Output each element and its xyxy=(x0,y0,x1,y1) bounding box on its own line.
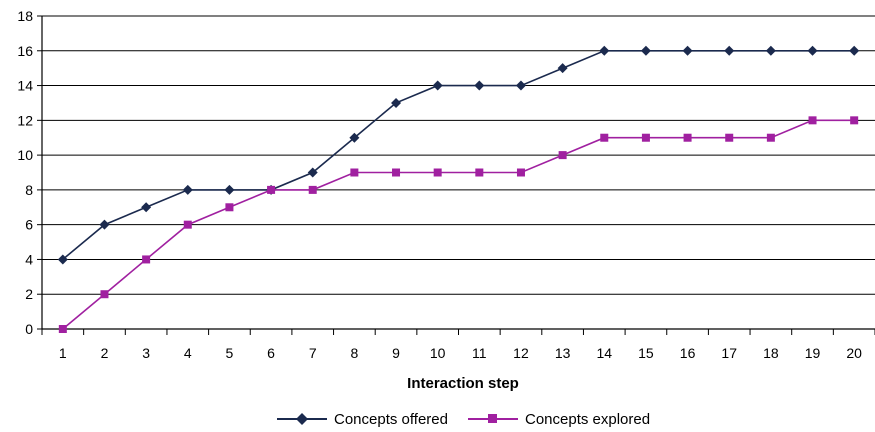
x-tick-label: 15 xyxy=(638,345,654,361)
point-concepts-explored xyxy=(308,185,317,194)
point-concepts-offered xyxy=(182,184,193,195)
x-tick-label: 12 xyxy=(513,345,529,361)
y-tick-label: 14 xyxy=(17,78,33,94)
axes xyxy=(41,16,875,335)
y-tick-label: 12 xyxy=(17,112,33,128)
x-tick-label: 16 xyxy=(680,345,696,361)
point-concepts-explored xyxy=(683,133,692,142)
x-tick-label: 1 xyxy=(59,345,67,361)
y-tick-label: 8 xyxy=(25,182,33,198)
point-concepts-explored xyxy=(267,185,276,194)
legend-label-concepts-explored: Concepts explored xyxy=(525,411,650,428)
point-concepts-explored xyxy=(766,133,775,142)
point-concepts-offered xyxy=(682,45,693,56)
point-concepts-explored xyxy=(475,168,484,177)
point-concepts-explored xyxy=(600,133,609,142)
point-concepts-offered xyxy=(557,63,568,74)
x-tick-label: 9 xyxy=(392,345,400,361)
point-concepts-explored xyxy=(558,151,567,160)
legend-marker-concepts-explored xyxy=(488,414,497,423)
y-tick-label: 18 xyxy=(17,8,33,24)
point-concepts-explored xyxy=(183,220,192,229)
point-concepts-offered xyxy=(640,45,651,56)
x-tick-label: 10 xyxy=(430,345,446,361)
y-tick-label: 2 xyxy=(25,286,33,302)
x-tick-label: 17 xyxy=(721,345,737,361)
legend-marker-concepts-offered xyxy=(296,413,308,425)
x-tick-label: 11 xyxy=(472,345,487,361)
point-concepts-explored xyxy=(641,133,650,142)
point-concepts-offered xyxy=(474,80,485,91)
x-tick-label: 20 xyxy=(846,345,862,361)
y-tick-label: 16 xyxy=(17,43,33,59)
legend: Concepts offered Concepts explored xyxy=(277,411,650,428)
point-concepts-explored xyxy=(100,290,109,299)
x-tick-label: 7 xyxy=(309,345,317,361)
x-tick-label: 4 xyxy=(184,345,192,361)
x-tick-label: 8 xyxy=(350,345,358,361)
x-tick-label: 6 xyxy=(267,345,275,361)
y-tick-label: 4 xyxy=(25,251,33,267)
x-tick-label: 5 xyxy=(226,345,234,361)
x-tick-label: 3 xyxy=(142,345,150,361)
x-tick-label: 13 xyxy=(555,345,571,361)
point-concepts-explored xyxy=(516,168,525,177)
point-concepts-explored xyxy=(725,133,734,142)
point-concepts-offered xyxy=(807,45,818,56)
point-concepts-offered xyxy=(432,80,443,91)
point-concepts-offered xyxy=(724,45,735,56)
point-concepts-offered xyxy=(141,202,152,213)
x-tick-label: 14 xyxy=(596,345,612,361)
legend-item-concepts-explored: Concepts explored xyxy=(468,411,650,428)
point-concepts-offered xyxy=(391,97,402,108)
point-concepts-offered xyxy=(599,45,610,56)
point-concepts-offered xyxy=(307,167,318,178)
series-line-concepts-offered xyxy=(62,49,855,261)
y-tick-label: 0 xyxy=(25,321,33,337)
x-tick-label: 18 xyxy=(763,345,779,361)
series xyxy=(57,45,860,333)
point-concepts-explored xyxy=(58,325,67,333)
point-concepts-offered xyxy=(349,132,360,143)
legend-item-concepts-offered: Concepts offered xyxy=(277,411,448,428)
y-tick-label: 6 xyxy=(25,217,33,233)
legend-label-concepts-offered: Concepts offered xyxy=(334,411,448,428)
point-concepts-explored xyxy=(392,168,401,177)
x-axis-title: Interaction step xyxy=(407,375,519,392)
point-concepts-offered xyxy=(57,254,68,265)
point-concepts-explored xyxy=(225,203,234,212)
point-concepts-offered xyxy=(849,45,860,56)
point-concepts-offered xyxy=(224,184,235,195)
series-line-concepts-explored xyxy=(62,119,855,330)
y-axis-tick-labels: 0 2 4 6 8 10 12 14 16 18 xyxy=(17,8,33,337)
x-tick-label: 2 xyxy=(101,345,109,361)
x-axis-tick-labels: 1 2 3 4 5 6 7 8 9 10 11 12 13 14 15 16 17 18 19 20 xyxy=(59,345,862,361)
point-concepts-explored xyxy=(850,116,859,125)
y-tick-label: 10 xyxy=(17,147,33,163)
point-concepts-explored xyxy=(350,168,359,177)
point-concepts-explored xyxy=(433,168,442,177)
point-concepts-explored xyxy=(142,255,151,264)
point-concepts-offered xyxy=(765,45,776,56)
point-concepts-offered xyxy=(99,219,110,230)
x-tick-label: 19 xyxy=(805,345,821,361)
point-concepts-offered xyxy=(515,80,526,91)
point-concepts-explored xyxy=(808,116,817,125)
